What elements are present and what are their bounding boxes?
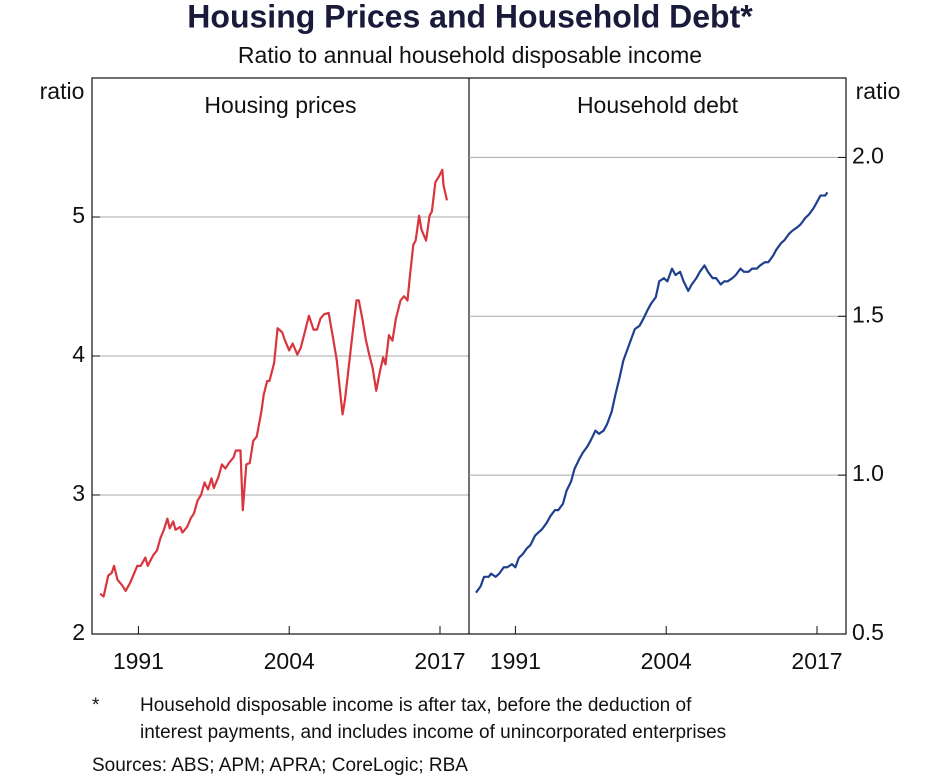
y-tick-label: 1.5 xyxy=(852,301,884,327)
data-line xyxy=(99,168,449,598)
y-tick-label: 5 xyxy=(72,202,85,228)
footnote-line: interest payments, and includes income o… xyxy=(140,722,726,743)
y-axis-label: ratio xyxy=(856,78,901,104)
data-line xyxy=(475,191,829,594)
panel-title: Household debt xyxy=(577,92,739,118)
x-tick-label: 2017 xyxy=(414,648,465,674)
panel-title: Housing prices xyxy=(204,92,356,118)
y-tick-label: 2.0 xyxy=(852,143,884,169)
y-tick-label: 1.0 xyxy=(852,460,884,486)
y-tick-label: 0.5 xyxy=(852,619,884,645)
chart-subtitle: Ratio to annual household disposable inc… xyxy=(238,42,702,68)
footnote-marker: * xyxy=(92,695,100,716)
y-tick-label: 4 xyxy=(72,341,85,367)
y-tick-label: 2 xyxy=(72,619,85,645)
x-tick-label: 2017 xyxy=(791,648,842,674)
x-tick-label: 2004 xyxy=(641,648,692,674)
y-axis-label: ratio xyxy=(40,78,85,104)
footnote-line: Household disposable income is after tax… xyxy=(140,695,692,716)
x-tick-label: 1991 xyxy=(490,648,541,674)
x-tick-label: 2004 xyxy=(264,648,315,674)
plots: Housing prices ratio 2 3 4 5 1991 2004 2017 House… xyxy=(40,78,901,674)
y-tick-label: 3 xyxy=(72,480,85,506)
plot-frame xyxy=(91,77,847,635)
sources: Sources: ABS; APM; APRA; CoreLogic; RBA xyxy=(92,755,468,776)
chart-title: Housing Prices and Household Debt* xyxy=(187,0,753,34)
x-tick-label: 1991 xyxy=(113,648,164,674)
